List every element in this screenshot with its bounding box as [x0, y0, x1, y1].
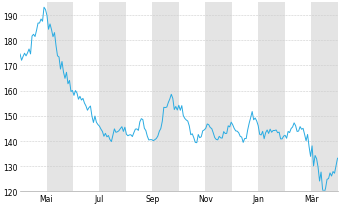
- Bar: [46, 4, 73, 192]
- Bar: [100, 4, 126, 192]
- Bar: [258, 4, 285, 192]
- Bar: [205, 4, 232, 192]
- Bar: [311, 4, 338, 192]
- Bar: [152, 4, 179, 192]
